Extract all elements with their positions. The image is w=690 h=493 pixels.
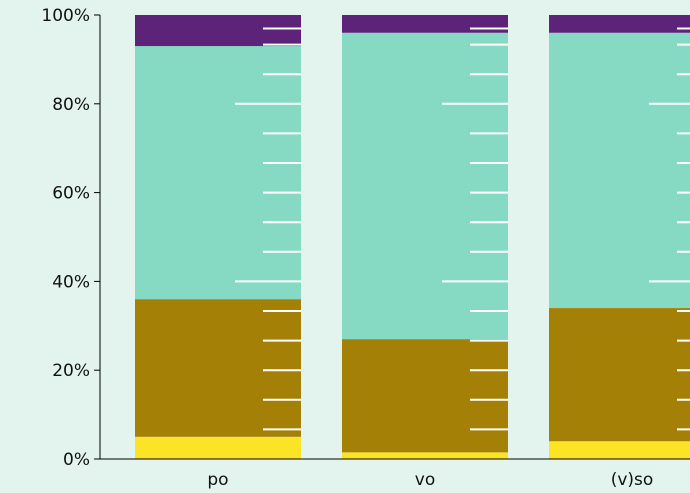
bar-segment-1-1 [342, 339, 508, 453]
bar-segment-0-3 [135, 15, 301, 47]
bar-segment-0-0 [135, 436, 301, 459]
bar-segment-2-2 [549, 32, 690, 309]
bar-segment-2-0 [549, 441, 690, 459]
x-tick-label: po [207, 470, 228, 490]
bar-segment-2-1 [549, 308, 690, 442]
y-tick-label: 100% [41, 6, 90, 26]
bar-segment-0-2 [135, 46, 301, 300]
bar-segment-1-3 [342, 15, 508, 33]
y-tick-label: 80% [52, 95, 90, 115]
bar-segment-1-2 [342, 32, 508, 340]
x-tick-label: (v)so [611, 470, 654, 490]
bar-segment-2-3 [549, 15, 690, 33]
y-tick-label: 40% [52, 272, 90, 292]
y-tick-label: 0% [63, 450, 90, 470]
bar-segment-1-0 [342, 452, 508, 459]
x-tick-label: vo [415, 470, 435, 490]
bar-segment-0-1 [135, 299, 301, 437]
y-tick-label: 20% [52, 361, 90, 381]
y-tick-label: 60% [52, 184, 90, 204]
